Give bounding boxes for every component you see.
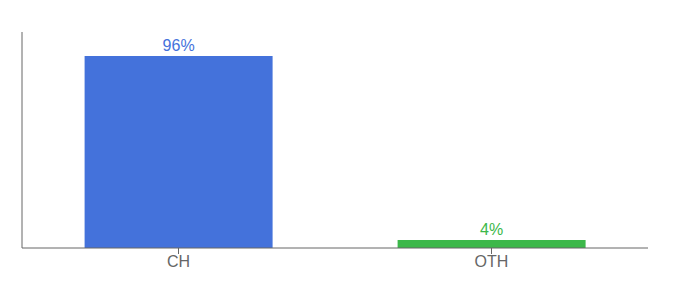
- svg-text:96%: 96%: [163, 37, 195, 54]
- svg-text:OTH: OTH: [475, 253, 509, 270]
- svg-text:4%: 4%: [480, 221, 503, 238]
- svg-text:CH: CH: [167, 253, 190, 270]
